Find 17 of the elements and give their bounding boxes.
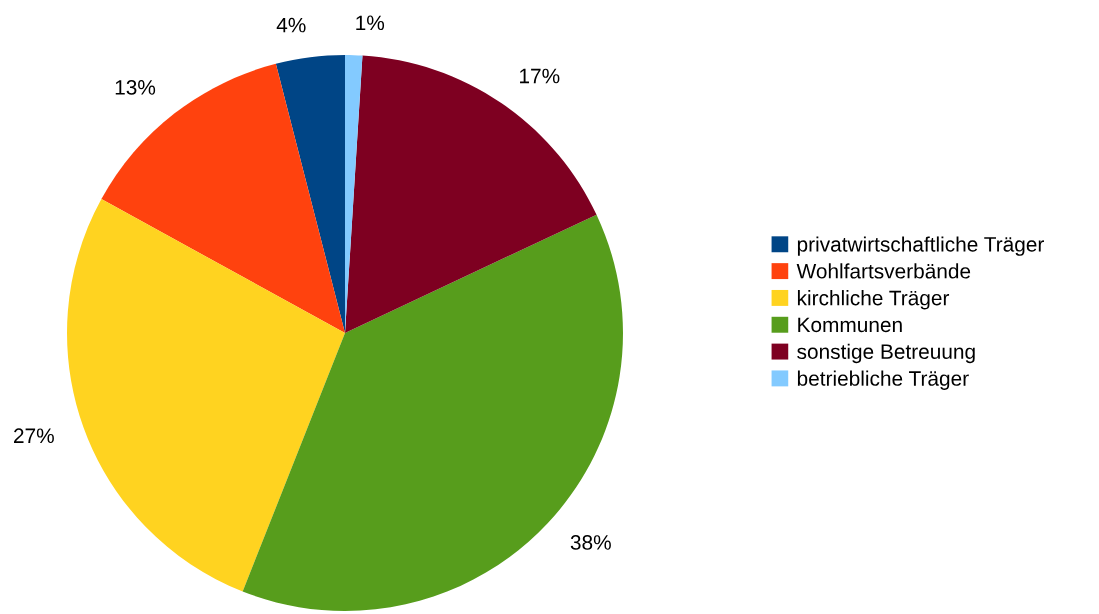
pie-slice bbox=[275, 55, 345, 333]
legend-label: kirchliche Träger bbox=[797, 290, 950, 310]
data-label: 38% bbox=[570, 535, 611, 550]
legend-label: betriebliche Träger bbox=[797, 370, 969, 390]
data-label: 1% bbox=[356, 15, 385, 31]
pie-slice bbox=[345, 55, 597, 333]
data-label: 17% bbox=[520, 68, 560, 84]
pie-slice bbox=[67, 199, 345, 592]
legend-label: Wohlfartsverbände bbox=[796, 263, 971, 279]
legend-label: sonstige Betreuung bbox=[797, 343, 975, 364]
pie-slice bbox=[101, 63, 345, 333]
data-label: 13% bbox=[115, 80, 156, 95]
data-label: 4% bbox=[276, 17, 306, 33]
legend-label: Kommunen bbox=[798, 317, 902, 333]
data-label: 27% bbox=[14, 428, 54, 444]
pie-slice bbox=[242, 214, 623, 611]
legend-label: privatwirtschaftliche Träger bbox=[797, 236, 1044, 256]
